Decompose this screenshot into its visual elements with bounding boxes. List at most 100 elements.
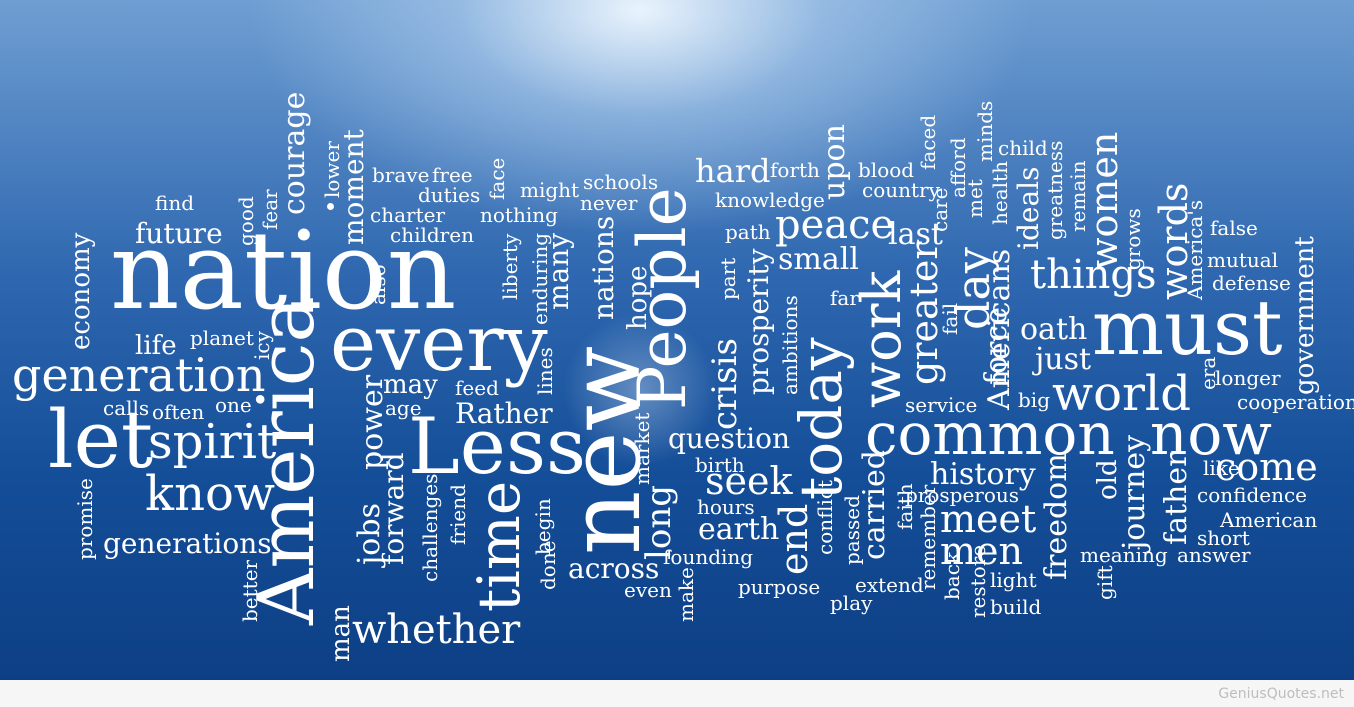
cloud-word: back	[940, 551, 964, 600]
cloud-word: might	[520, 178, 580, 202]
cloud-word: defense	[1212, 271, 1291, 295]
cloud-word: duties	[418, 183, 481, 207]
cloud-word: must	[1092, 283, 1283, 372]
cloud-word: better	[238, 559, 262, 622]
cloud-word: health	[988, 161, 1012, 225]
cloud-word: calls	[103, 396, 150, 420]
cloud-word: end	[772, 503, 816, 575]
cloud-word: common	[865, 400, 1115, 468]
cloud-word: knowledge	[715, 188, 825, 212]
cloud-word: Americans	[982, 248, 1017, 410]
word-cloud: nation every America Less new People must commo…	[0, 0, 1354, 680]
cloud-word: blood	[858, 158, 915, 182]
cloud-word: Less	[408, 402, 587, 492]
cloud-word: lower	[320, 141, 344, 198]
cloud-word: peace	[775, 202, 895, 248]
cloud-word: service	[905, 393, 978, 417]
cloud-word: confidence	[1197, 483, 1308, 507]
watermark: GeniusQuotes.net	[1218, 686, 1344, 702]
cloud-word: generations	[103, 527, 272, 560]
cloud-word: met	[963, 179, 987, 218]
cloud-word: future	[135, 217, 223, 250]
cloud-word: across	[568, 552, 660, 585]
cloud-word: just	[1035, 342, 1092, 377]
cloud-word: challenges	[418, 473, 442, 582]
cloud-word: one	[215, 393, 252, 417]
cloud-word: men	[940, 529, 1023, 573]
cloud-word: even	[624, 578, 672, 602]
cloud-word: spirit	[148, 414, 277, 470]
cloud-word: path	[725, 220, 771, 244]
cloud-word: child	[998, 136, 1048, 160]
cloud-word: last	[888, 217, 943, 252]
cloud-word: know	[145, 466, 275, 522]
cloud-word: part	[716, 257, 740, 300]
cloud-word: America's	[1183, 199, 1207, 300]
cloud-word: enduring	[528, 232, 552, 325]
cloud-word: forth	[770, 158, 820, 182]
cloud-word: far	[830, 286, 859, 310]
cloud-word: freedom	[1039, 453, 1074, 580]
cloud-word: hours	[697, 495, 755, 519]
cloud-word: faced	[916, 114, 940, 170]
lower-bullet-dot	[327, 203, 334, 210]
cloud-word: carried	[857, 450, 892, 560]
cloud-word: meaning	[1080, 543, 1168, 567]
cloud-word: oath	[1020, 312, 1088, 347]
cloud-word: care	[928, 187, 952, 232]
cloud-word: mutual	[1207, 248, 1279, 272]
cloud-word: remain	[1066, 160, 1090, 232]
cloud-word: age	[385, 396, 422, 420]
cloud-word: also	[366, 264, 390, 305]
cloud-word: nations	[587, 215, 620, 320]
cloud-word: cooperation	[1237, 390, 1354, 414]
cloud-word: generation	[12, 348, 266, 402]
cloud-word: things	[1030, 252, 1157, 298]
cloud-word: question	[668, 422, 790, 455]
cloud-word: false	[1210, 216, 1258, 240]
cloud-word: gift	[1093, 565, 1117, 600]
cloud-word: small	[778, 242, 859, 277]
cloud-word: forward	[377, 452, 410, 565]
cloud-word: restore	[966, 544, 990, 618]
cloud-word: now	[1150, 400, 1272, 468]
cloud-word: never	[580, 191, 638, 215]
cloud-word: market	[630, 412, 654, 485]
cloud-word: meet	[940, 497, 1037, 541]
cloud-word: face	[485, 157, 509, 200]
cloud-word: hard	[695, 152, 771, 190]
cloud-word: hope	[623, 265, 653, 330]
cloud-word: light	[990, 568, 1037, 592]
cloud-word: nothing	[480, 203, 558, 227]
cloud-word: like	[1203, 456, 1240, 480]
cloud-word: nation	[110, 209, 457, 334]
cloud-word: make	[674, 567, 698, 622]
cloud-word: moment	[337, 129, 370, 245]
cloud-word: free	[432, 163, 473, 187]
cloud-word: done	[536, 540, 560, 590]
cloud-word: lines	[533, 347, 557, 395]
cloud-word: greatness	[1043, 140, 1067, 240]
cloud-word: journey	[1117, 434, 1152, 550]
cloud-word: build	[990, 595, 1042, 619]
cloud-word: conflict	[813, 479, 837, 555]
cloud-word: grows	[1121, 208, 1145, 270]
cloud-word: short	[1197, 526, 1250, 550]
cloud-word: answer	[1177, 543, 1251, 567]
cloud-word: old	[1093, 459, 1123, 500]
cloud-word: birth	[695, 453, 745, 477]
cloud-word: earth	[698, 512, 780, 547]
cloud-word: play	[830, 591, 873, 615]
cloud-word: whether	[352, 607, 521, 653]
cloud-word: come	[1215, 445, 1318, 489]
cloud-word: prosperous	[905, 483, 1020, 507]
cloud-word: feed	[455, 376, 499, 400]
cloud-word: government	[1290, 236, 1320, 395]
cloud-word: passed	[840, 495, 864, 565]
cloud-word: man	[326, 605, 356, 662]
cloud-word: seek	[705, 459, 793, 503]
cloud-word: let	[48, 393, 154, 486]
cloud-word: schools	[583, 170, 659, 194]
cloud-word: children	[390, 223, 474, 247]
cloud-word: prosperity	[742, 248, 775, 395]
